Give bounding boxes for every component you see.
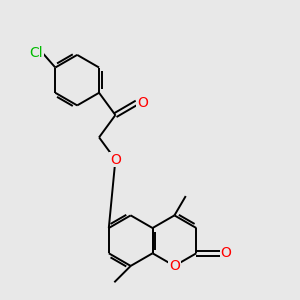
Text: O: O — [137, 96, 148, 110]
Text: O: O — [169, 259, 180, 273]
Text: O: O — [221, 246, 232, 260]
Text: O: O — [110, 153, 121, 167]
Text: Cl: Cl — [29, 46, 43, 60]
